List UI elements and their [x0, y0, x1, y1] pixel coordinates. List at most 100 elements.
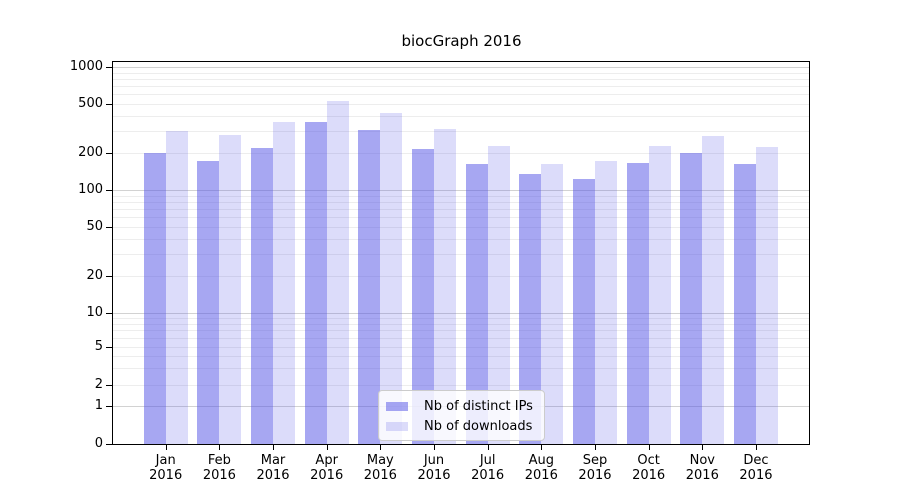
bar-downloads-sep: [594, 161, 617, 444]
gridline-minor-5: [113, 347, 809, 348]
bar-downloads-may: [380, 112, 403, 444]
y-axis-tick-20: [106, 275, 112, 277]
bar-ips-may: [358, 129, 381, 444]
gridline-minor-9: [113, 318, 809, 320]
x-axis-label-jul: Jul 2016: [471, 453, 505, 483]
x-axis-tick-jul: [487, 444, 489, 450]
gridline-minor-50: [113, 227, 809, 229]
x-axis-tick-nov: [702, 444, 704, 450]
x-axis-label-jun: Jun 2016: [417, 453, 451, 483]
bar-downloads-jan: [165, 131, 188, 444]
gridline-minor-80: [113, 201, 809, 203]
y-axis-tick-1: [106, 406, 112, 407]
bar-ips-nov: [680, 152, 703, 444]
bar-ips-jul: [465, 163, 488, 444]
gridline-minor-800: [113, 78, 809, 80]
y-axis-tick-2: [106, 385, 112, 386]
gridline-minor-4: [113, 356, 809, 358]
bar-downloads-oct: [648, 146, 671, 444]
bar-ips-apr: [304, 121, 327, 444]
legend-label-downloads: Nb of downloads: [424, 418, 533, 434]
x-axis-label-aug: Aug 2016: [524, 453, 558, 483]
bar-ips-mar: [251, 147, 274, 444]
x-axis-label-feb: Feb 2016: [202, 453, 236, 483]
bar-downloads-mar: [273, 121, 296, 444]
gridline-major-100: [113, 190, 809, 191]
y-axis-tick-500: [106, 104, 112, 106]
gridline-minor-300: [113, 131, 809, 133]
bar-downloads-aug: [541, 163, 564, 444]
x-axis-tick-jun: [434, 444, 435, 450]
legend-swatch-ips-icon: [386, 401, 408, 411]
bar-downloads-jul: [487, 145, 510, 444]
gridline-minor-60: [113, 217, 809, 219]
y-axis-label-200: 200: [78, 144, 103, 160]
x-axis-label-nov: Nov 2016: [685, 453, 719, 483]
gridline-minor-500: [113, 104, 809, 106]
bar-downloads-nov: [702, 135, 725, 444]
y-axis-tick-10: [106, 313, 112, 314]
x-axis-label-jan: Jan 2016: [149, 453, 183, 483]
gridline-minor-200: [113, 152, 809, 154]
gridline-minor-90: [113, 195, 809, 197]
x-axis-label-may: May 2016: [363, 453, 397, 483]
x-axis-tick-dec: [755, 444, 757, 450]
y-axis-label-2: 2: [94, 377, 103, 392]
gridline-minor-40: [113, 238, 809, 240]
y-axis-label-1: 1: [94, 398, 103, 413]
y-axis-label-50: 50: [86, 219, 103, 235]
x-axis-tick-feb: [219, 444, 221, 450]
y-axis-tick-100: [106, 190, 112, 191]
y-axis-label-500: 500: [78, 96, 103, 112]
gridline-minor-400: [113, 115, 809, 117]
gridline-minor-70: [113, 209, 809, 211]
gridline-minor-900: [113, 72, 809, 74]
gridline-minor-20: [113, 275, 809, 277]
y-axis-label-5: 5: [94, 339, 103, 354]
x-axis-tick-jan: [165, 444, 167, 450]
y-axis-tick-1000: [106, 67, 112, 68]
x-axis-label-dec: Dec 2016: [739, 453, 773, 483]
y-axis-tick-50: [106, 227, 112, 229]
gridline-minor-700: [113, 86, 809, 88]
bar-ips-sep: [572, 179, 595, 444]
x-axis-label-sep: Sep 2016: [578, 453, 612, 483]
x-axis-tick-sep: [594, 444, 596, 450]
y-axis-label-100: 100: [78, 182, 103, 197]
y-axis-label-10: 10: [86, 305, 103, 320]
gridline-minor-2: [113, 385, 809, 386]
y-axis-tick-200: [106, 152, 112, 154]
y-axis-tick-0: [106, 444, 112, 445]
x-axis-label-apr: Apr 2016: [310, 453, 344, 483]
x-axis-tick-apr: [326, 444, 328, 450]
y-axis-label-20: 20: [86, 267, 103, 283]
legend-item-downloads: Nb of downloads: [386, 416, 544, 436]
y-axis-tick-5: [106, 347, 112, 348]
bar-downloads-apr: [326, 101, 349, 444]
x-axis-tick-mar: [273, 444, 275, 450]
bar-ips-feb: [197, 161, 220, 444]
gridline-minor-7: [113, 330, 809, 332]
legend: Nb of distinct IPs Nb of downloads: [378, 390, 545, 441]
y-axis-label-0: 0: [94, 436, 103, 451]
y-axis-label-1000: 1000: [69, 59, 103, 74]
legend-item-ips: Nb of distinct IPs: [386, 396, 544, 416]
gridline-minor-6: [113, 338, 809, 340]
gridline-major-10: [113, 313, 809, 314]
gridline-minor-8: [113, 323, 809, 325]
bar-downloads-dec: [755, 147, 778, 444]
x-axis-tick-may: [380, 444, 382, 450]
x-axis-tick-oct: [648, 444, 650, 450]
legend-label-ips: Nb of distinct IPs: [424, 398, 533, 414]
gridline-major-1000: [113, 67, 809, 68]
bar-ips-jun: [412, 148, 434, 444]
gridline-minor-600: [113, 94, 809, 96]
bar-downloads-jun: [434, 128, 456, 444]
chart-title: biocGraph 2016: [401, 32, 522, 50]
legend-swatch-downloads-icon: [386, 421, 408, 431]
x-axis-label-oct: Oct 2016: [632, 453, 666, 483]
x-axis-label-mar: Mar 2016: [256, 453, 290, 483]
bar-downloads-feb: [219, 135, 242, 444]
x-axis-tick-aug: [541, 444, 543, 450]
